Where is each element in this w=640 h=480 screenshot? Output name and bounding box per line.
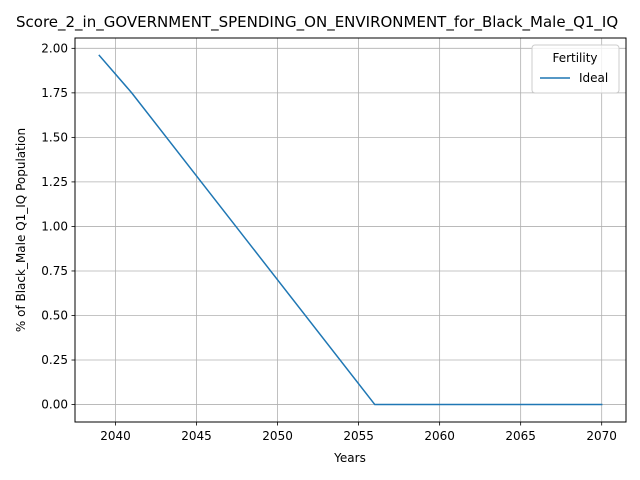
series-lines — [98, 54, 603, 406]
y-tick-label: 0.00 — [41, 398, 68, 412]
y-tick-label: 1.50 — [41, 130, 68, 144]
y-tick-label: 1.00 — [41, 219, 68, 233]
y-axis-label: % of Black_Male Q1_IQ Population — [14, 128, 28, 332]
x-axis-label: Years — [333, 451, 366, 465]
y-tick-label: 0.50 — [41, 308, 68, 322]
series-line-ideal — [98, 54, 603, 406]
x-tick-label: 2055 — [343, 429, 374, 443]
plot-area-frame — [74, 37, 627, 423]
x-tick-label: 2045 — [181, 429, 212, 443]
y-tick-label: 0.75 — [41, 264, 68, 278]
x-tick-label: 2065 — [505, 429, 536, 443]
y-tick-label: 0.25 — [41, 353, 68, 367]
x-tick-label: 2040 — [100, 429, 131, 443]
x-axis-ticks: 2040 2045 2050 2055 2060 2065 2070 — [100, 422, 617, 443]
chart-title: Score_2_in_GOVERNMENT_SPENDING_ON_ENVIRO… — [16, 13, 618, 32]
y-tick-label: 2.00 — [41, 41, 68, 55]
grid-lines — [75, 38, 626, 422]
y-tick-label: 1.25 — [41, 175, 68, 189]
y-axis-ticks: 0.00 0.25 0.50 0.75 1.00 1.25 1.50 1.75 2.00 — [41, 41, 75, 412]
legend-box — [531, 44, 620, 94]
legend: Fertility Ideal — [531, 44, 620, 94]
legend-title: Fertility — [552, 51, 597, 65]
x-tick-label: 2050 — [262, 429, 293, 443]
x-tick-label: 2060 — [424, 429, 455, 443]
x-tick-label: 2070 — [586, 429, 617, 443]
y-tick-label: 1.75 — [41, 86, 68, 100]
legend-label-ideal: Ideal — [579, 71, 608, 85]
